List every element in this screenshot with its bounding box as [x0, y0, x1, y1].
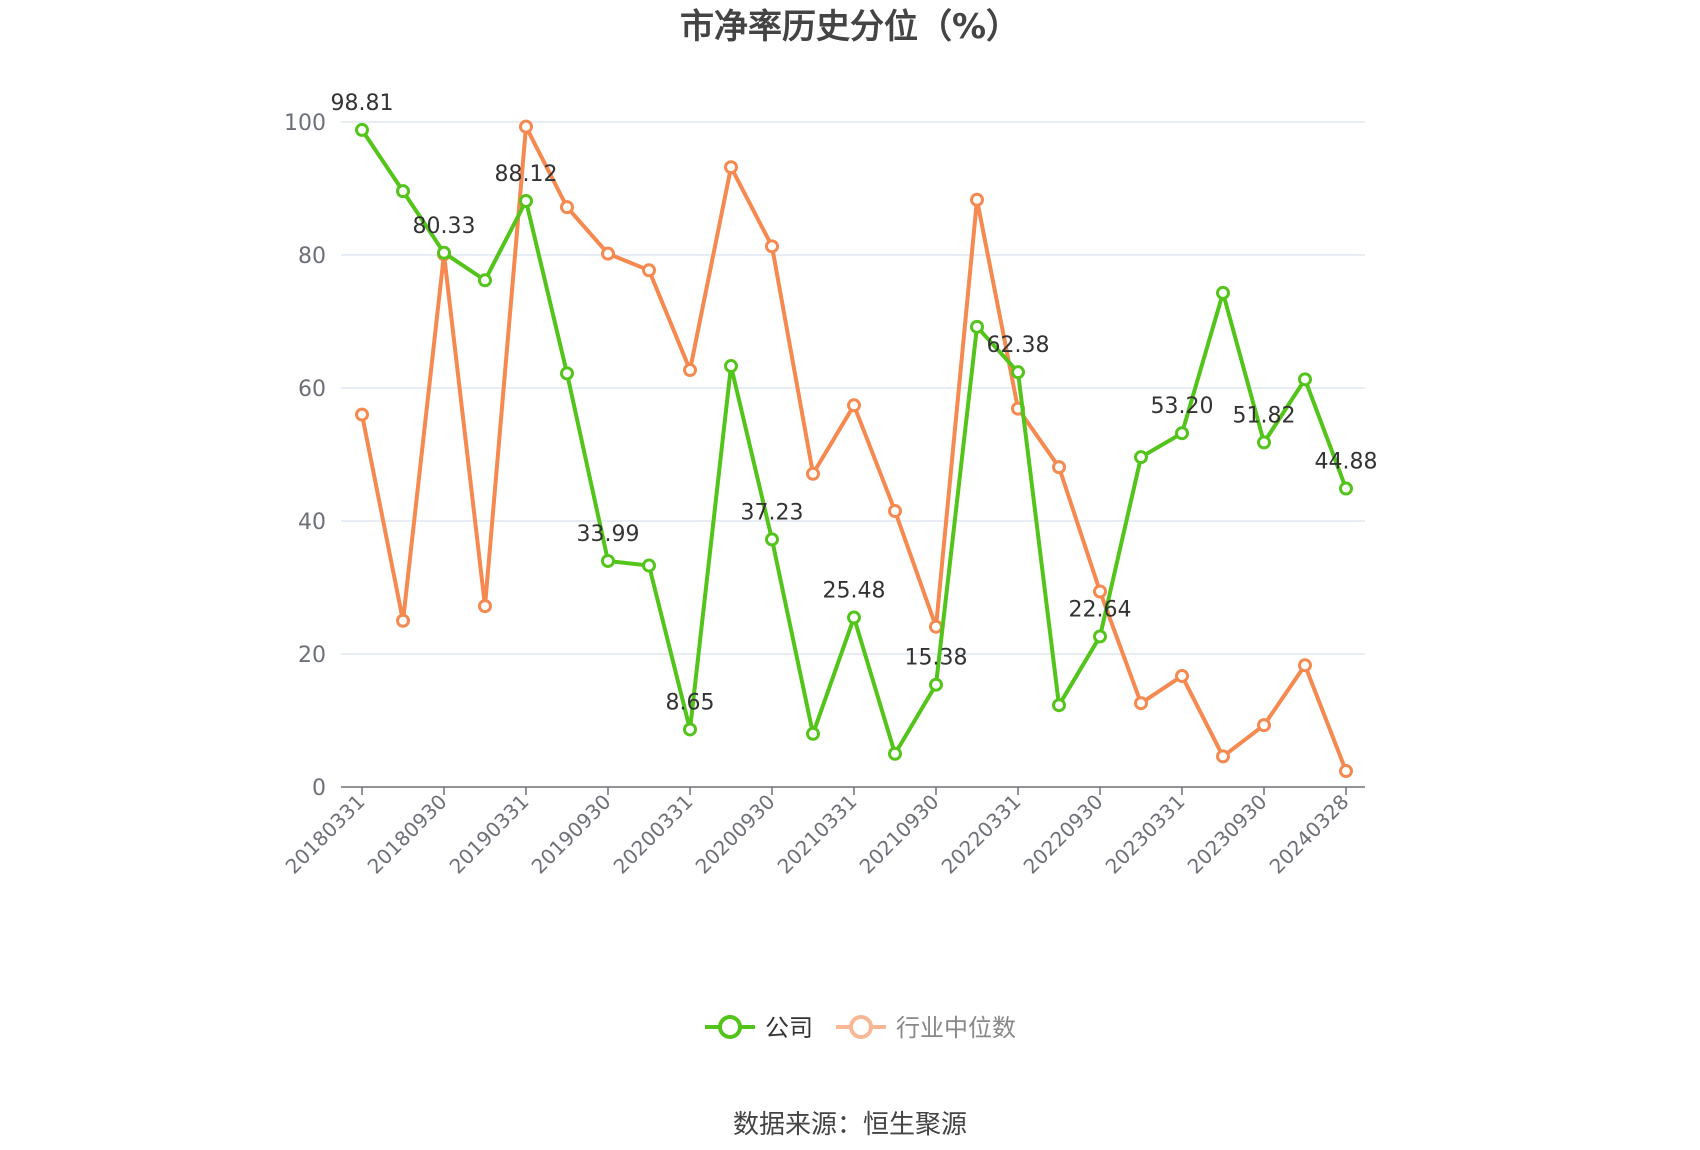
x-tick-label: 20210331: [773, 790, 862, 879]
legend-item-company[interactable]: 公司: [705, 1014, 813, 1042]
data-point-company: [396, 184, 410, 199]
data-point-industry: [1093, 584, 1107, 599]
data-point-industry: [683, 363, 697, 378]
data-label: 8.65: [666, 690, 715, 715]
data-point-industry: [1298, 658, 1312, 673]
data-label: 22.64: [1069, 597, 1132, 622]
data-point-industry: [519, 119, 533, 134]
data-point-industry: [642, 263, 656, 278]
x-tick-label: 20240328: [1265, 790, 1354, 879]
y-tick-label: 60: [298, 377, 326, 402]
data-label: 53.20: [1151, 394, 1214, 419]
legend-industry-marker: [849, 1015, 873, 1039]
y-tick-label: 0: [312, 776, 326, 801]
y-tick-label: 20: [298, 643, 326, 668]
data-point-company: [1052, 698, 1066, 713]
data-point-industry: [847, 398, 861, 413]
data-point-company: [601, 553, 615, 568]
data-point-company: [1216, 285, 1230, 300]
data-label: 37.23: [741, 500, 804, 525]
data-point-industry: [1339, 764, 1353, 779]
data-point-industry: [1052, 460, 1066, 475]
data-label: 62.38: [987, 333, 1050, 358]
data-label: 44.88: [1315, 450, 1378, 475]
data-point-company: [519, 194, 533, 209]
data-point-industry: [1134, 696, 1148, 711]
legend: 公司 行业中位数: [705, 1014, 1016, 1042]
data-labels: 98.81 80.33 88.12 33.99 8.65 37.23 25.48 15.38 6…: [331, 91, 1378, 716]
data-point-company: [1175, 426, 1189, 441]
x-tick-label: 20220930: [1019, 790, 1108, 879]
data-point-industry: [355, 407, 369, 422]
data-point-company: [765, 532, 779, 547]
data-point-company: [888, 746, 902, 761]
data-point-company: [437, 245, 451, 260]
legend-company-marker: [718, 1015, 742, 1039]
grid: [341, 121, 1365, 655]
series-line-industry: [360, 124, 1348, 774]
data-label: 25.48: [823, 579, 886, 604]
y-tick-label: 40: [298, 510, 326, 535]
chart-title: 市净率历史分位（%）: [680, 7, 1020, 47]
data-point-company: [642, 558, 656, 573]
data-label: 88.12: [495, 162, 558, 187]
data-point-company: [1298, 372, 1312, 387]
data-point-industry: [1257, 718, 1271, 733]
data-point-company: [683, 722, 697, 737]
data-point-industry: [724, 160, 738, 175]
data-point-industry: [929, 619, 943, 634]
data-label: 98.81: [331, 91, 394, 116]
data-point-industry: [478, 599, 492, 614]
data-point-company: [1339, 481, 1353, 496]
data-point-company: [970, 319, 984, 334]
data-point-industry: [765, 239, 779, 254]
data-label: 51.82: [1233, 403, 1296, 428]
data-label: 80.33: [413, 214, 476, 239]
data-point-company: [724, 359, 738, 374]
data-point-industry: [888, 504, 902, 519]
data-point-industry: [1216, 749, 1230, 764]
data-point-company: [806, 726, 820, 741]
data-point-company: [847, 610, 861, 625]
x-tick-label: 20200930: [691, 790, 780, 879]
legend-industry-label: 行业中位数: [896, 1014, 1016, 1042]
y-tick-label: 80: [298, 244, 326, 269]
data-point-industry: [560, 200, 574, 215]
x-tick-label: 20180930: [363, 790, 452, 879]
data-point-industry: [806, 466, 820, 481]
data-point-company: [1257, 435, 1271, 450]
data-point-industry: [1175, 668, 1189, 683]
legend-company-label: 公司: [765, 1014, 813, 1042]
data-source: 数据来源：恒生聚源: [733, 1110, 967, 1140]
data-point-company: [929, 677, 943, 692]
data-point-industry: [970, 192, 984, 207]
data-label: 33.99: [577, 522, 640, 547]
x-tick-label: 20220331: [937, 790, 1026, 879]
data-point-company: [1134, 450, 1148, 465]
x-tick-label: 20200331: [609, 790, 698, 879]
data-point-company: [560, 366, 574, 381]
data-point-company: [478, 273, 492, 288]
x-tick-label: 20190331: [445, 790, 534, 879]
x-tick-label: 20230930: [1183, 790, 1272, 879]
data-point-company: [1093, 629, 1107, 644]
data-point-industry: [601, 246, 615, 261]
data-point-industry: [396, 613, 410, 628]
data-label: 15.38: [905, 646, 968, 671]
data-point-company: [355, 122, 369, 137]
series-line-company: [360, 127, 1348, 756]
legend-item-industry[interactable]: 行业中位数: [836, 1014, 1016, 1042]
data-point-company: [1011, 365, 1025, 380]
x-tick-label: 20230331: [1101, 790, 1190, 879]
x-tick-label: 20190930: [527, 790, 616, 879]
x-tick-label: 20180331: [281, 790, 370, 879]
y-tick-label: 100: [284, 111, 326, 136]
series: [355, 119, 1353, 779]
x-tick-label: 20210930: [855, 790, 944, 879]
